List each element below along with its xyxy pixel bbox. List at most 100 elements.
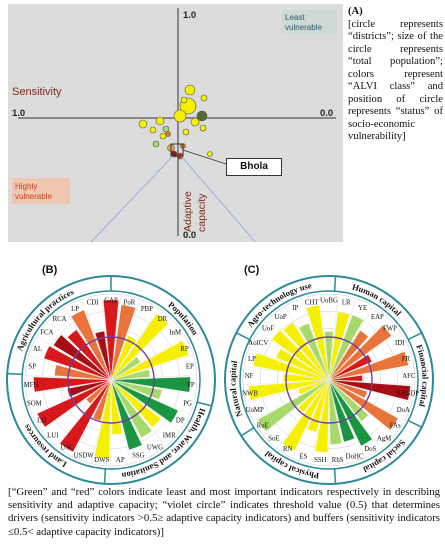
district-circle <box>155 116 165 126</box>
district-circle <box>173 109 187 123</box>
indicator-label: SOM <box>27 400 42 407</box>
tick-bottom: 0.0 <box>183 230 197 241</box>
bhola-callout: Bhola <box>226 158 282 176</box>
indicator-label: PG <box>183 400 192 407</box>
sector-divider <box>333 276 337 292</box>
panel-c-label: (C) <box>244 264 260 276</box>
highly-vulnerable-label: Highly vulnerable <box>12 178 70 204</box>
y-axis-label-2: capacity <box>196 193 208 232</box>
least-vulnerable-label: Least vulnerable <box>282 10 337 34</box>
radial-chart-c: LRYEEAPFWPIDIFRAFCSAGDPDoAFAsAgMDoSDoHCR… <box>224 275 434 485</box>
sector-divider <box>407 332 423 341</box>
indicator-label: YE <box>358 305 367 312</box>
indicator-label: FP <box>187 382 195 389</box>
indicator-label: NF <box>245 373 254 380</box>
district-circle <box>199 124 207 132</box>
indicator-label: NWB <box>242 390 258 397</box>
indicator-label: CDI <box>87 300 99 307</box>
bottom-caption: [“Green” and “red” colors indicate least… <box>8 486 440 538</box>
indicator-label: UWG <box>147 444 163 451</box>
tick-right: 0.0 <box>320 108 334 119</box>
threshold-circle <box>285 336 373 424</box>
indicator-label: MFH <box>24 382 39 389</box>
indicator-label: IDI <box>395 340 405 347</box>
scatter-plot <box>18 8 336 242</box>
district-circle <box>152 140 160 148</box>
threshold-circle <box>67 336 155 424</box>
indicator-label: AFC <box>402 373 416 380</box>
indicator-label: DoA <box>397 407 410 414</box>
indicator-label: LP <box>248 356 256 363</box>
district-circle <box>138 119 148 129</box>
indicator-label: RuE <box>257 422 269 429</box>
sector-divider <box>240 427 255 437</box>
indicator-label: AL <box>33 346 42 353</box>
district-circles <box>138 84 213 160</box>
district-circle <box>165 131 171 137</box>
bhola-callout-line <box>182 149 227 165</box>
indicator-label: FCA <box>40 330 53 337</box>
district-circle <box>180 96 188 104</box>
district-circle <box>200 94 208 102</box>
panel-a-caption: (A) [circle represents “districts”; size… <box>348 6 443 144</box>
connector-to-c <box>180 155 256 242</box>
indicator-label: RCA <box>53 316 67 323</box>
indicator-label: UoBG <box>320 298 338 305</box>
indicator-label: FWP <box>383 326 397 333</box>
indicator-label: SP <box>28 364 36 371</box>
sector-divider <box>333 468 337 484</box>
indicator-label: DP <box>176 418 185 425</box>
indicator-label: SoE <box>268 436 279 443</box>
indicator-label: PoR <box>124 300 136 307</box>
indicator-label: IMR <box>163 432 176 439</box>
y-axis-label-1: Adaptive <box>182 191 194 232</box>
sector-divider <box>103 468 107 484</box>
district-circle <box>190 117 200 127</box>
indicator-label: USDW <box>74 453 95 460</box>
tick-left: 1.0 <box>12 108 26 119</box>
indicator-label: UoF <box>262 326 274 333</box>
indicator-label: LUI <box>47 432 59 439</box>
indicator-label: IP <box>292 305 298 312</box>
sector-divider <box>7 372 23 376</box>
indicator-label: ES <box>299 453 307 460</box>
x-axis-label: Sensitivity <box>12 86 62 98</box>
indicator-label: FAs <box>390 422 401 429</box>
panel-a-label: (A) <box>348 6 363 17</box>
indicator-label: SSH <box>314 457 327 464</box>
indicator-label: InM <box>169 330 181 337</box>
panel-a-caption-text: [circle represents “districts”; size of … <box>348 18 443 143</box>
indicator-label: EP <box>186 364 194 371</box>
indicator-label: RhS <box>332 457 344 464</box>
indicator-label: PBP <box>141 306 153 313</box>
indicator-label: LR <box>342 299 351 306</box>
indicator-label: FR <box>402 356 411 363</box>
indicator-label: SAGDP <box>397 390 420 397</box>
district-circle <box>162 125 170 133</box>
indicator-label: UoP <box>275 314 287 321</box>
connector-to-b <box>90 155 174 242</box>
sector-divider <box>407 419 423 428</box>
indicator-label: DR <box>158 316 168 323</box>
sector-divider <box>197 401 212 407</box>
sector-divider <box>235 332 251 341</box>
tick-top: 1.0 <box>183 10 197 21</box>
district-circle <box>182 128 190 136</box>
indicator-label: EAP <box>371 314 384 321</box>
indicator-label: SSG <box>132 453 145 460</box>
district-circle <box>184 84 196 96</box>
indicator-label: DoS <box>364 446 376 453</box>
indicator-label: CHT <box>305 299 319 306</box>
district-circle <box>149 126 157 134</box>
district-circle <box>207 151 213 157</box>
indicator-label: LD <box>37 418 46 425</box>
indicator-label: DWS <box>94 457 109 464</box>
indicator-label: UoMP <box>246 407 264 414</box>
indicator-label: AgM <box>377 436 391 443</box>
indicator-label: USC <box>60 444 74 451</box>
district-circle <box>159 132 167 140</box>
indicator-label: AoICV <box>248 340 268 347</box>
indicator-label: RN <box>283 446 293 453</box>
indicator-label: RP <box>180 346 189 353</box>
